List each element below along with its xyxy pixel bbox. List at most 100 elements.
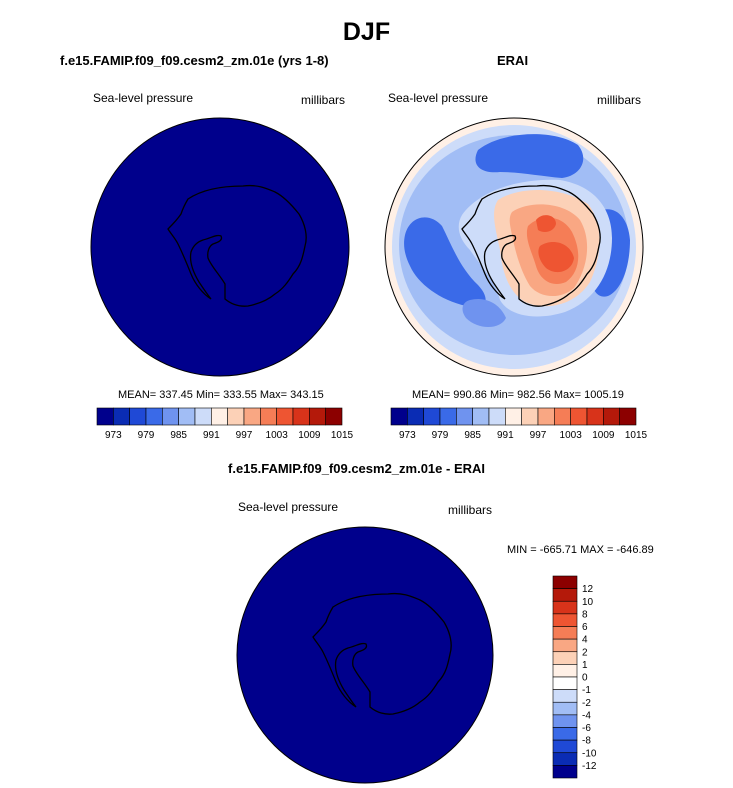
model-panel-title: f.e15.FAMIP.f09_f09.cesm2_zm.01e (yrs 1-… <box>60 53 329 68</box>
diff-colorbar-swatch <box>552 651 578 665</box>
model-colorbar-tick-label: 979 <box>138 430 155 441</box>
model-colorbar-swatch <box>309 407 326 426</box>
model-colorbar-swatch <box>145 407 163 426</box>
diff-variable-label: Sea-level pressure <box>238 500 339 514</box>
diff-colorbar-swatch <box>552 727 578 741</box>
model-colorbar-swatch <box>243 407 261 426</box>
diff-colorbar-tick-label: 0 <box>582 673 588 684</box>
diff-colorbar-swatch <box>552 638 578 653</box>
diff-colorbar-swatch <box>552 701 578 716</box>
diff-colorbar-tick-label: 1 <box>582 660 588 671</box>
diff-colorbar-tick-label: -8 <box>582 736 591 747</box>
obs-colorbar-swatch <box>537 407 555 426</box>
model-map-disc <box>90 117 350 377</box>
model-colorbar-swatch <box>194 407 212 426</box>
obs-low-pressure-west <box>404 217 486 308</box>
obs-colorbar-tick-label: 1009 <box>592 430 615 441</box>
diff-colorbar-tick-label: -2 <box>582 698 591 709</box>
obs-high-pressure-core-south <box>538 242 574 273</box>
model-colorbar-tick-label: 1003 <box>266 430 289 441</box>
model-colorbar-swatch <box>325 407 343 426</box>
obs-colorbar-swatch <box>554 407 571 426</box>
figure-title: DJF <box>342 18 391 46</box>
model-colorbar-swatch <box>129 407 147 426</box>
diff-colorbar-swatch <box>552 676 578 690</box>
obs-low-pressure-north <box>475 134 584 178</box>
model-colorbar-tick-label: 985 <box>170 430 187 441</box>
diff-colorbar-swatch <box>552 575 578 589</box>
model-colorbar-swatch <box>211 407 228 426</box>
model-colorbar-swatch <box>227 407 245 426</box>
diff-map <box>236 526 494 784</box>
diff-colorbar-swatch <box>552 689 578 703</box>
obs-colorbar-tick-label: 1003 <box>560 430 583 441</box>
obs-colorbar-swatch <box>521 407 539 426</box>
obs-map <box>384 117 644 377</box>
diff-colorbar-tick-label: -10 <box>582 748 597 759</box>
diff-units-label: millibars <box>448 503 493 517</box>
diff-colorbar-swatch <box>552 714 578 728</box>
model-variable-label: Sea-level pressure <box>93 91 194 105</box>
diff-colorbar-tick-label: -1 <box>582 685 591 696</box>
obs-colorbar: 973 979 985 991 997 1003 1009 1015 <box>390 407 648 441</box>
diff-map-disc <box>236 526 494 784</box>
obs-colorbar-swatch <box>603 407 620 426</box>
diff-colorbar-tick-label: 2 <box>582 647 588 658</box>
model-colorbar-tick-label: 997 <box>236 430 253 441</box>
obs-colorbar-swatch <box>423 407 441 426</box>
diff-colorbar-tick-label: -6 <box>582 723 591 734</box>
model-colorbar-tick-label: 1015 <box>331 430 354 441</box>
model-colorbar-swatch <box>113 407 130 426</box>
model-colorbar-swatch <box>96 407 114 426</box>
model-colorbar-swatch <box>260 407 277 426</box>
diff-colorbar-tick-label: -4 <box>582 710 591 721</box>
diff-colorbar-swatch <box>552 765 578 779</box>
diff-stats: MIN = -665.71 MAX = -646.89 <box>507 544 654 556</box>
model-units-label: millibars <box>301 93 346 107</box>
diff-panel-title: f.e15.FAMIP.f09_f09.cesm2_zm.01e - ERAI <box>228 461 486 476</box>
obs-panel-title: ERAI <box>497 53 529 68</box>
model-colorbar: 973 979 985 991 997 1003 1009 1015 <box>96 407 354 441</box>
diff-colorbar-tick-label: 4 <box>582 635 588 646</box>
obs-stats: MEAN= 990.86 Min= 982.56 Max= 1005.19 <box>412 389 624 401</box>
diff-colorbar-swatch <box>552 588 578 602</box>
diff-colorbar-swatch <box>552 626 578 640</box>
model-colorbar-tick-label: 991 <box>203 430 220 441</box>
model-map <box>90 117 350 377</box>
obs-colorbar-tick-label: 997 <box>530 430 547 441</box>
diff-colorbar-tick-label: 10 <box>582 597 594 608</box>
model-colorbar-swatch <box>276 407 294 426</box>
obs-high-pressure-core-north <box>536 215 556 232</box>
diff-colorbar-swatch <box>552 752 578 766</box>
obs-colorbar-swatch <box>505 407 522 426</box>
obs-colorbar-swatch <box>456 407 473 426</box>
diff-colorbar-swatch <box>552 739 578 754</box>
obs-colorbar-swatch <box>619 407 637 426</box>
obs-colorbar-swatch <box>390 407 408 426</box>
obs-colorbar-swatch <box>439 407 457 426</box>
diff-colorbar-tick-label: -12 <box>582 761 597 772</box>
obs-colorbar-tick-label: 973 <box>399 430 416 441</box>
obs-map-border <box>384 117 644 377</box>
diff-colorbar-tick-label: 6 <box>582 622 588 633</box>
obs-colorbar-tick-label: 1015 <box>625 430 648 441</box>
model-colorbar-swatch <box>178 407 196 426</box>
obs-variable-label: Sea-level pressure <box>388 91 489 105</box>
model-stats: MEAN= 337.45 Min= 333.55 Max= 343.15 <box>118 389 324 401</box>
diff-colorbar-tick-label: 12 <box>582 584 594 595</box>
diff-colorbar-swatch <box>552 664 578 678</box>
obs-low-pressure-south <box>462 298 506 327</box>
obs-units-label: millibars <box>597 93 642 107</box>
obs-colorbar-swatch <box>472 407 490 426</box>
diff-colorbar-tick-label: 8 <box>582 609 588 620</box>
model-colorbar-tick-label: 1009 <box>298 430 321 441</box>
diff-colorbar-swatch <box>552 613 578 627</box>
obs-colorbar-swatch <box>407 407 424 426</box>
model-colorbar-swatch <box>162 407 179 426</box>
model-colorbar-swatch <box>292 407 310 426</box>
obs-colorbar-swatch <box>570 407 588 426</box>
obs-colorbar-swatch <box>586 407 604 426</box>
obs-colorbar-swatch <box>488 407 506 426</box>
